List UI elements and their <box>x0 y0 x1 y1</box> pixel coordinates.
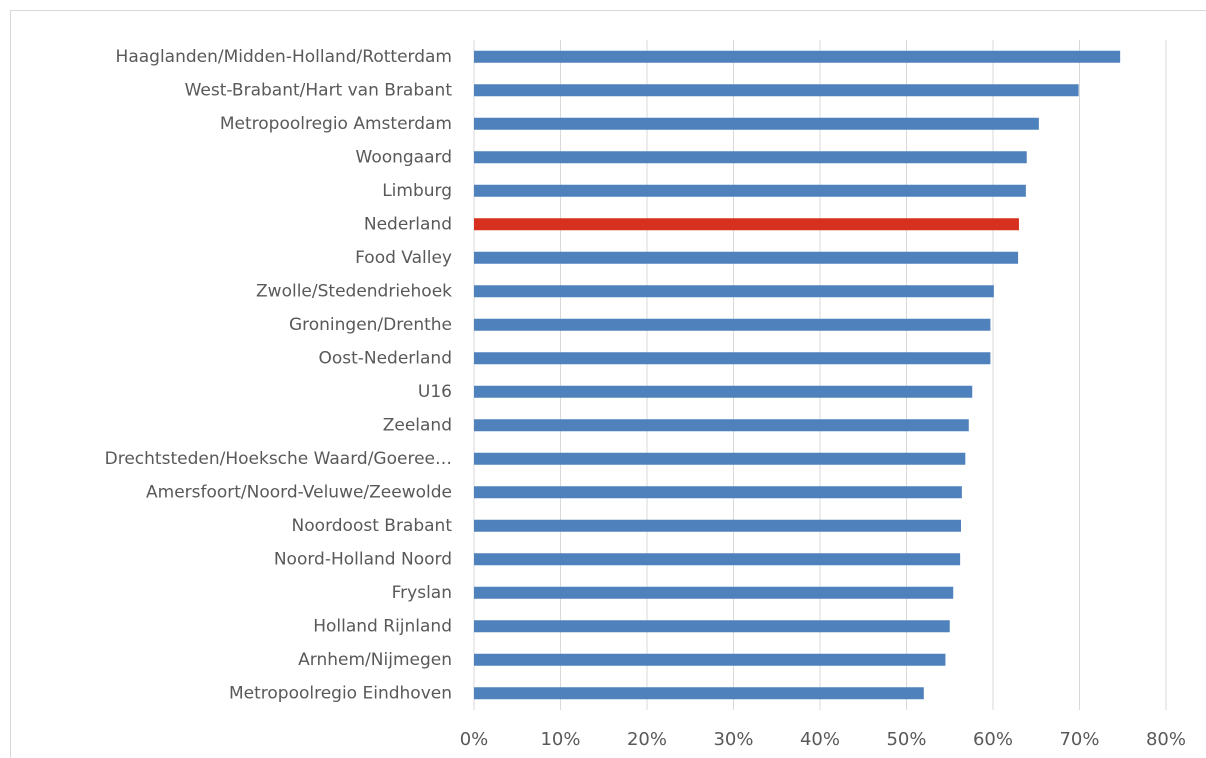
y-tick-label: Metropoolregio Eindhoven <box>229 683 452 703</box>
x-tick-label: 0% <box>460 729 489 750</box>
y-tick-label: Noord-Holland Noord <box>274 549 452 569</box>
bar <box>474 184 1026 197</box>
x-tick-label: 60% <box>973 729 1013 750</box>
y-tick-label: Drechtsteden/Hoeksche Waard/Goeree… <box>105 449 452 469</box>
bar <box>474 620 950 633</box>
bar <box>474 251 1019 264</box>
y-tick-label: Woongaard <box>356 147 453 167</box>
x-tick-label: 40% <box>800 729 840 750</box>
y-tick-label: Limburg <box>382 181 452 201</box>
bar <box>474 519 961 532</box>
bar <box>474 486 962 499</box>
bar <box>474 84 1079 97</box>
bar <box>474 218 1019 231</box>
y-tick-label: Groningen/Drenthe <box>289 315 452 335</box>
x-tick-label: 30% <box>713 729 753 750</box>
x-tick-label: 10% <box>540 729 580 750</box>
bar <box>474 419 969 432</box>
y-tick-label: Noordoost Brabant <box>292 516 453 536</box>
bar <box>474 452 966 465</box>
bar <box>474 151 1027 164</box>
bar <box>474 352 991 365</box>
bar <box>474 653 946 666</box>
bar <box>474 285 994 298</box>
y-tick-label: West-Brabant/Hart van Brabant <box>185 80 453 100</box>
y-tick-label: Zeeland <box>383 415 452 435</box>
y-tick-label: Haaglanden/Midden-Holland/Rotterdam <box>116 47 452 67</box>
y-tick-label: Metropoolregio Amsterdam <box>220 114 452 134</box>
x-tick-label: 50% <box>886 729 926 750</box>
bar <box>474 117 1039 130</box>
y-tick-label: Oost-Nederland <box>318 348 452 368</box>
y-tick-label: Fryslan <box>392 583 452 603</box>
y-tick-label: Arnhem/Nijmegen <box>298 650 452 670</box>
chart-border <box>10 10 1206 758</box>
bar <box>474 586 954 599</box>
y-tick-label: Holland Rijnland <box>313 616 452 636</box>
bar <box>474 687 924 700</box>
y-tick-label: Amersfoort/Noord-Veluwe/Zeewolde <box>146 482 452 502</box>
x-tick-label: 80% <box>1146 729 1186 750</box>
y-tick-label: Zwolle/Stedendriehoek <box>256 281 452 301</box>
x-tick-label: 70% <box>1059 729 1099 750</box>
x-tick-label: 20% <box>627 729 667 750</box>
bar <box>474 318 991 331</box>
y-tick-label: U16 <box>418 382 452 402</box>
y-tick-label: Food Valley <box>355 248 452 268</box>
y-tick-label: Nederland <box>364 214 452 234</box>
bar <box>474 50 1121 63</box>
bar <box>474 385 973 398</box>
bar <box>474 553 961 566</box>
